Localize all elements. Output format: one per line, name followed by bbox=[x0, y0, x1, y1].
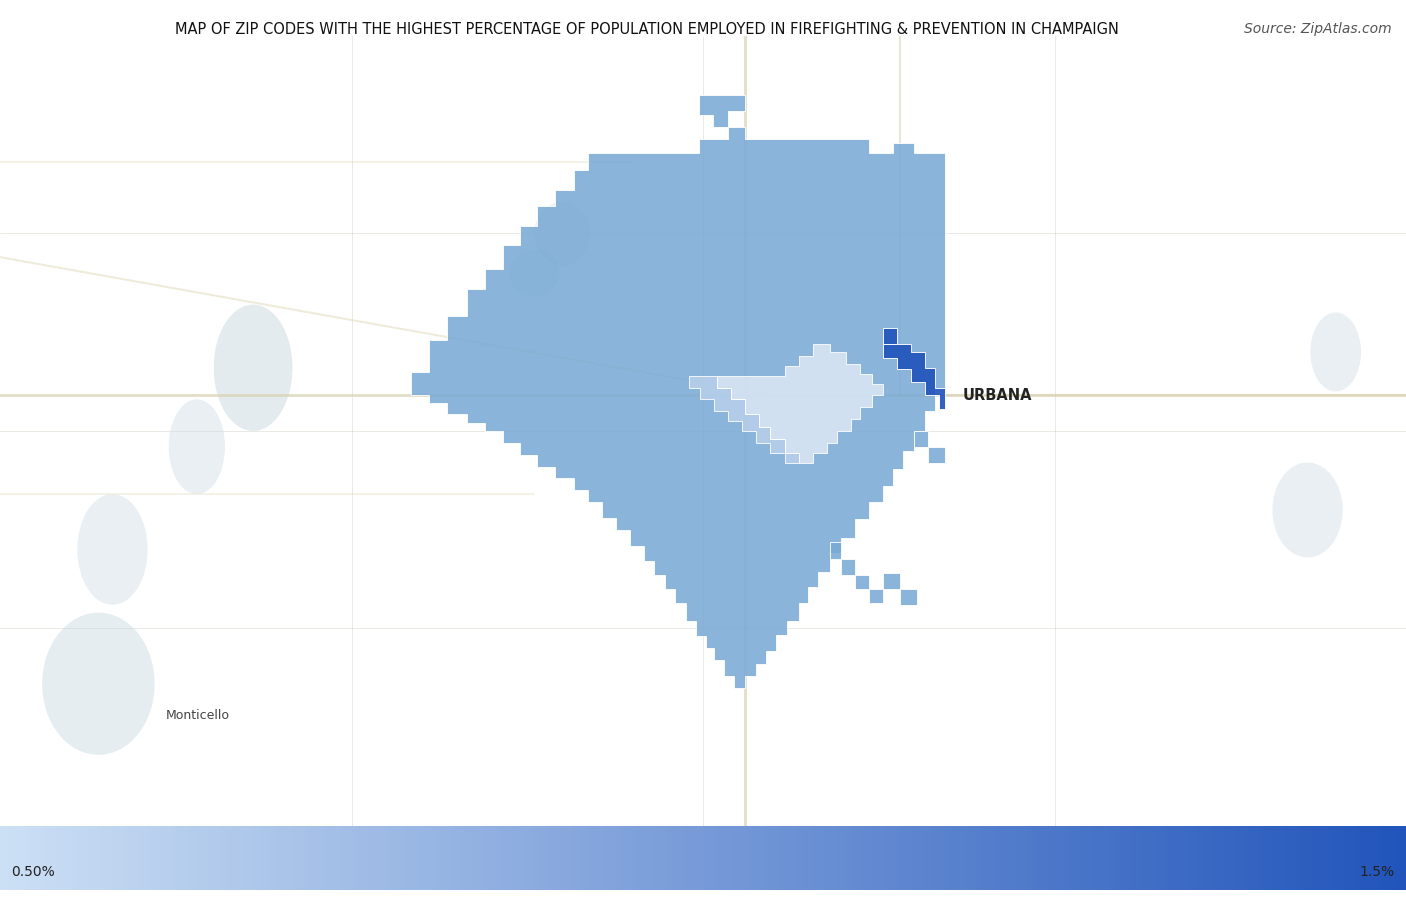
Ellipse shape bbox=[77, 494, 148, 605]
Polygon shape bbox=[717, 344, 883, 463]
Ellipse shape bbox=[169, 399, 225, 494]
Polygon shape bbox=[830, 541, 883, 603]
Polygon shape bbox=[914, 431, 945, 463]
Ellipse shape bbox=[1272, 463, 1343, 557]
Polygon shape bbox=[699, 95, 745, 127]
Polygon shape bbox=[689, 376, 799, 463]
Polygon shape bbox=[883, 574, 917, 605]
Ellipse shape bbox=[1310, 313, 1361, 391]
Text: 1.5%: 1.5% bbox=[1360, 865, 1395, 879]
Ellipse shape bbox=[509, 249, 560, 297]
Text: MAP OF ZIP CODES WITH THE HIGHEST PERCENTAGE OF POPULATION EMPLOYED IN FIREFIGHT: MAP OF ZIP CODES WITH THE HIGHEST PERCEN… bbox=[174, 22, 1119, 38]
Polygon shape bbox=[411, 127, 945, 688]
Polygon shape bbox=[883, 328, 897, 344]
Text: Monticello: Monticello bbox=[166, 708, 231, 722]
Text: URBANA: URBANA bbox=[963, 387, 1032, 403]
Ellipse shape bbox=[42, 612, 155, 755]
Ellipse shape bbox=[214, 305, 292, 431]
Polygon shape bbox=[883, 344, 945, 409]
Text: Source: ZipAtlas.com: Source: ZipAtlas.com bbox=[1244, 22, 1392, 37]
Text: 0.50%: 0.50% bbox=[11, 865, 55, 879]
Ellipse shape bbox=[534, 202, 591, 265]
